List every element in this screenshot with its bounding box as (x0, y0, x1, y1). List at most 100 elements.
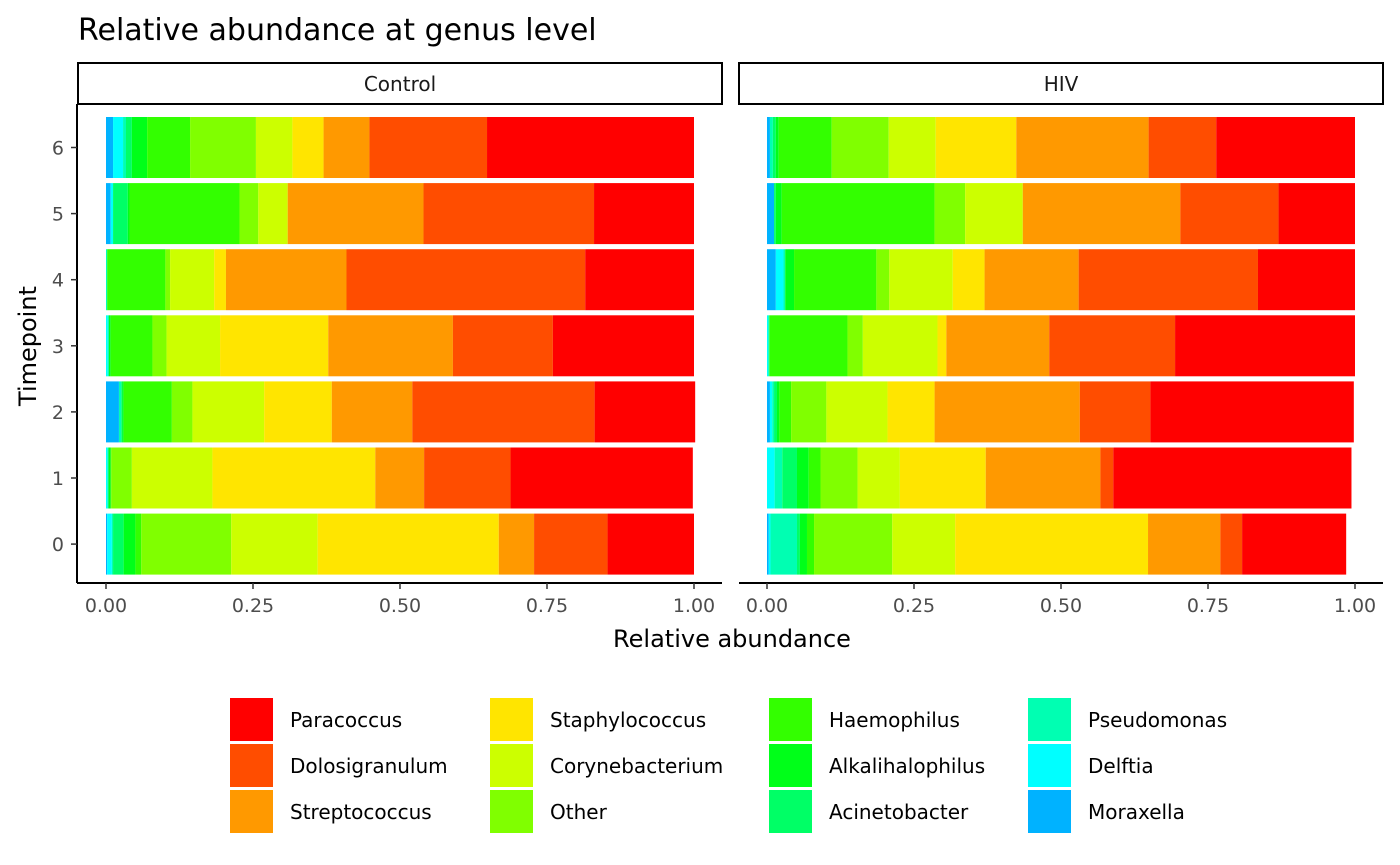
facet-strip-label: HIV (1044, 72, 1079, 96)
bar-segment-moraxella (767, 513, 769, 575)
bar-segment-moraxella (106, 183, 111, 245)
bar-segment-paracoccus (487, 117, 694, 178)
legend-swatch (490, 790, 533, 833)
bar-segment-other (847, 315, 863, 377)
bar-segment-alkalihalophilus (127, 183, 130, 245)
bar-segment-moraxella (767, 249, 776, 311)
y-tick-label: 6 (52, 138, 64, 160)
y-tick-label: 2 (52, 402, 64, 424)
x-tick-label: 0.25 (232, 595, 274, 617)
bar-segment-dolosigranulum (1180, 183, 1279, 245)
bar-segment-haemophilus (778, 117, 832, 178)
legend-swatch (1028, 790, 1071, 833)
bar-segment-pseudomonas (774, 447, 783, 509)
bar-segment-dolosigranulum (424, 447, 511, 509)
bar-segment-moraxella (106, 513, 108, 575)
bar-row-timepoint-4 (767, 249, 1355, 311)
bar-segment-staphylococcus (220, 315, 329, 377)
legend-label: Haemophilus (829, 708, 960, 732)
bar-segment-dolosigranulum (1100, 447, 1114, 509)
bar-segment-other (814, 513, 893, 575)
bar-segment-dolosigranulum (452, 315, 553, 377)
bar-segment-delftia (767, 315, 769, 377)
bar-segment-streptococcus (225, 249, 347, 311)
x-tick-label: 1.00 (1334, 595, 1376, 617)
bar-segment-pseudomonas (769, 117, 773, 178)
bar-segment-acinetobacter (796, 513, 800, 575)
bar-segment-other (820, 447, 858, 509)
bar-row-timepoint-5 (767, 183, 1355, 245)
bar-segment-moraxella (767, 117, 770, 178)
bar-segment-streptococcus (984, 249, 1079, 311)
bar-segment-corynebacterium (255, 117, 293, 178)
bar-segment-streptococcus (328, 315, 453, 377)
bar-segment-other (791, 381, 827, 443)
bar-row-timepoint-6 (106, 117, 694, 178)
bar-segment-haemophilus (129, 183, 240, 245)
bar-segment-paracoccus (1257, 249, 1355, 311)
legend-item-dolosigranulum: Dolosigranulum (230, 744, 448, 787)
bar-row-timepoint-1 (106, 447, 693, 509)
facet-strip-label: Control (364, 72, 436, 96)
bar-segment-pseudomonas (770, 513, 797, 575)
bar-segment-haemophilus (781, 183, 935, 245)
legend-label: Paracoccus (290, 708, 402, 732)
bar-segment-acinetobacter (107, 447, 109, 509)
legend-item-other: Other (490, 790, 608, 833)
bar-segment-streptococcus (287, 183, 424, 245)
bar-segment-staphylococcus (899, 447, 986, 509)
facet-panel-hiv: HIV 0.00 0.25 0.50 0.75 1.00 (738, 62, 1384, 617)
bar-segment-corynebacterium (826, 381, 888, 443)
bar-segment-dolosigranulum (423, 183, 595, 245)
legend-swatch (230, 790, 273, 833)
bar-segment-alkalihalophilus (131, 117, 148, 178)
bar-segment-streptococcus (1022, 183, 1181, 245)
legend-label: Corynebacterium (550, 754, 723, 778)
x-tick-label: 0.75 (526, 595, 568, 617)
bar-segment-corynebacterium (862, 315, 938, 377)
bar-segment-staphylococcus (955, 513, 1149, 575)
bar-segment-paracoccus (1150, 381, 1354, 443)
bar-row-timepoint-3 (106, 315, 694, 377)
bar-segment-streptococcus (985, 447, 1101, 509)
legend-item-haemophilus: Haemophilus (769, 698, 960, 741)
legend-item-acinetobacter: Acinetobacter (769, 790, 969, 833)
bar-segment-acinetobacter (782, 447, 797, 509)
bar-segment-dolosigranulum (534, 513, 608, 575)
legend-label: Moraxella (1088, 800, 1185, 824)
x-tick-label: 0.50 (1040, 595, 1082, 617)
bar-segment-haemophilus (110, 447, 112, 509)
legend-swatch (769, 790, 812, 833)
legend-label: Delftia (1088, 754, 1154, 778)
bar-segment-pseudomonas (123, 117, 126, 178)
bar-segment-dolosigranulum (1079, 381, 1151, 443)
bar-segment-dolosigranulum (1148, 117, 1217, 178)
bar-segment-corynebacterium (166, 315, 221, 377)
bar-segment-other (190, 117, 256, 178)
bar-segment-staphylococcus (212, 447, 376, 509)
bar-segment-acinetobacter (113, 513, 124, 575)
bar-segment-paracoccus (1113, 447, 1352, 509)
bar-segment-streptococcus (375, 447, 425, 509)
bar-segment-delftia (106, 447, 108, 509)
y-tick-label: 3 (52, 336, 64, 358)
legend-label: Other (550, 800, 608, 824)
bar-segment-paracoccus (552, 315, 694, 377)
bar-segment-alkalihalophilus (122, 381, 124, 443)
bar-segment-haemophilus (794, 249, 877, 311)
bar-segment-delftia (775, 249, 784, 311)
bar-segment-alkalihalophilus (775, 117, 779, 178)
bar-segment-acinetobacter (125, 117, 132, 178)
legend-swatch (230, 744, 273, 787)
bar-segment-paracoccus (1175, 315, 1355, 377)
bar-segment-alkalihalophilus (108, 447, 111, 509)
bar-segment-alkalihalophilus (108, 315, 111, 377)
bar-segment-corynebacterium (131, 447, 213, 509)
bar-segment-haemophilus (135, 513, 142, 575)
legend-label: Alkalihalophilus (829, 754, 985, 778)
bar-row-timepoint-3 (767, 315, 1355, 377)
bar-segment-acinetobacter (774, 183, 776, 245)
y-tick-label: 0 (52, 534, 64, 556)
y-axis-label: Timepoint (14, 286, 42, 407)
bar-segment-dolosigranulum (1220, 513, 1243, 575)
